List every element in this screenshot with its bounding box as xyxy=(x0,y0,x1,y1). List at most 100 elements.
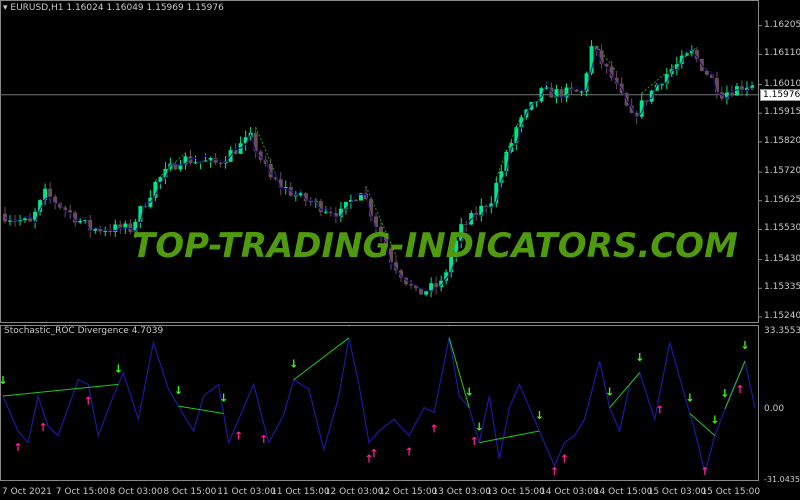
divergence-line xyxy=(448,337,470,408)
candle-body xyxy=(479,205,484,216)
candle-body xyxy=(123,223,128,229)
down-arrow-icon: ↓ xyxy=(114,362,123,375)
candle-body xyxy=(53,196,58,204)
candle-body xyxy=(529,102,534,110)
chart-frame xyxy=(0,0,759,323)
candle-body xyxy=(213,158,218,163)
candle-body xyxy=(644,100,649,102)
candle-body xyxy=(419,288,424,295)
time-tick: 7 Oct 15:00 xyxy=(55,487,109,497)
divergence-line xyxy=(495,114,522,178)
up-arrow-icon: ↑ xyxy=(404,446,413,459)
candle-body xyxy=(358,193,363,201)
candle-body xyxy=(674,63,679,70)
candle-body xyxy=(303,193,308,202)
candle-body xyxy=(749,85,754,88)
candle-body xyxy=(734,86,739,96)
time-tick: 15 Oct 03:00 xyxy=(647,487,707,497)
current-price-label: 1.15976 xyxy=(760,89,800,101)
candle-body xyxy=(193,162,198,164)
candle-body xyxy=(93,228,98,231)
divergence-line xyxy=(293,337,350,381)
time-tick: 11 Oct 15:00 xyxy=(271,487,330,497)
candle-body xyxy=(489,203,494,208)
time-tick: 14 Oct 15:00 xyxy=(593,487,653,497)
candle-body xyxy=(694,50,699,59)
dropdown-triangle-icon[interactable]: ▾ xyxy=(3,3,11,13)
candle-body xyxy=(709,74,714,78)
down-arrow-icon: ↓ xyxy=(465,386,474,399)
candle-body xyxy=(183,156,188,165)
candle-body xyxy=(138,206,143,222)
candle-body xyxy=(8,220,13,222)
candle-body xyxy=(604,63,609,67)
candle-body xyxy=(113,224,118,233)
candle-body xyxy=(343,201,348,209)
up-arrow-icon: ↑ xyxy=(470,435,479,448)
candle-body xyxy=(564,87,569,98)
divergence-line xyxy=(255,127,277,175)
time-tick: 8 Oct 03:00 xyxy=(109,487,163,497)
candle-body xyxy=(208,158,213,161)
candle-body xyxy=(353,199,358,201)
price-tick: 1.15430 xyxy=(764,253,800,264)
up-arrow-icon: ↑ xyxy=(13,441,22,454)
price-tick: 1.16110 xyxy=(764,48,800,59)
down-arrow-icon: ↓ xyxy=(219,392,228,405)
indicator-chart[interactable]: ↓↓↓↓↓↓↓↓↓↓↓↓↓↓↓↓↑↑↑↑↑↑↑↑↑↑↑↑↑↑↑ xyxy=(0,325,800,482)
candle-body xyxy=(599,50,604,64)
price-tick: 1.15240 xyxy=(764,310,800,321)
candle-body xyxy=(258,151,263,160)
indicator-tick-max: 33.3553 xyxy=(764,326,800,336)
candle-body xyxy=(414,285,419,289)
candle-body xyxy=(133,221,138,232)
candle-body xyxy=(13,220,18,222)
candle-body xyxy=(163,168,168,178)
candle-body xyxy=(348,199,353,202)
candle-body xyxy=(449,256,454,273)
candle-body xyxy=(579,91,584,93)
down-arrow-icon: ↓ xyxy=(0,374,8,387)
down-arrow-icon: ↓ xyxy=(605,386,614,399)
up-arrow-icon: ↑ xyxy=(655,404,664,417)
candle-body xyxy=(539,88,544,102)
candle-body xyxy=(198,161,203,163)
price-chart[interactable] xyxy=(0,0,800,325)
up-arrow-icon: ↑ xyxy=(560,453,569,466)
candle-body xyxy=(373,216,378,227)
candle-body xyxy=(389,248,394,263)
time-tick: 7 Oct 2021 xyxy=(2,487,52,497)
candle-body xyxy=(73,212,78,223)
candle-body xyxy=(58,203,63,208)
candle-body xyxy=(744,87,749,91)
candle-body xyxy=(243,137,248,144)
divergence-line xyxy=(596,45,618,73)
candle-body xyxy=(584,73,589,92)
candle-body xyxy=(459,224,464,241)
candle-body xyxy=(203,160,208,162)
indicator-title: Stochastic_ROC Divergence 4.7039 xyxy=(4,326,164,336)
candle-body xyxy=(409,284,414,286)
candle-body xyxy=(434,283,439,288)
candle-body xyxy=(88,219,93,231)
candle-body xyxy=(379,226,383,237)
candle-body xyxy=(574,89,579,92)
up-arrow-icon: ↑ xyxy=(735,383,744,396)
candle-body xyxy=(464,224,469,226)
candle-body xyxy=(368,199,373,217)
candle-body xyxy=(233,150,238,154)
candle-body xyxy=(108,230,113,233)
down-arrow-icon: ↓ xyxy=(344,325,353,329)
candle-body xyxy=(98,228,103,232)
candle-body xyxy=(323,211,328,213)
time-tick: 12 Oct 15:00 xyxy=(378,487,438,497)
candle-body xyxy=(318,201,323,212)
candle-body xyxy=(454,240,459,257)
candle-body xyxy=(38,200,43,212)
price-tick: 1.15820 xyxy=(764,135,800,146)
candle-body xyxy=(649,90,654,102)
candle-body xyxy=(394,262,399,271)
up-arrow-icon: ↑ xyxy=(38,421,47,434)
watermark: TOP-TRADING-INDICATORS.COM xyxy=(132,226,738,266)
candle-body xyxy=(103,230,108,232)
